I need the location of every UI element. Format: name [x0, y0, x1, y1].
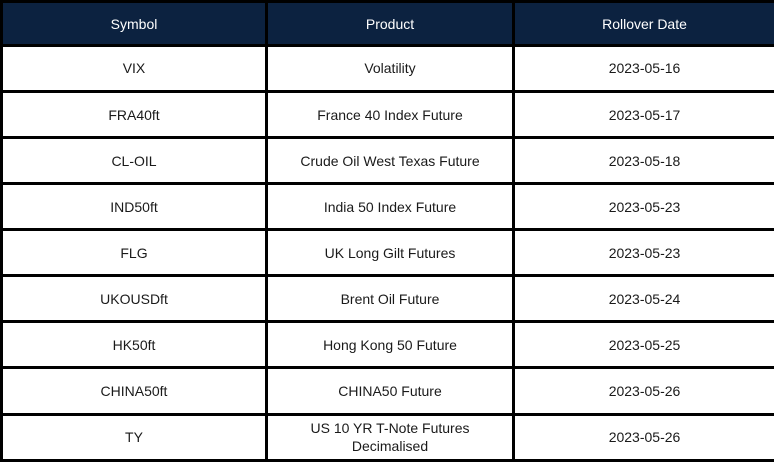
- product-cell: Crude Oil West Texas Future: [265, 136, 515, 186]
- symbol-cell: VIX: [0, 43, 268, 94]
- rollover-date-cell: 2023-05-25: [512, 320, 774, 370]
- symbol-cell: CHINA50ft: [0, 366, 268, 416]
- symbol-cell: UKOUSDft: [0, 274, 268, 324]
- product-cell: Brent Oil Future: [265, 274, 515, 324]
- product-cell: US 10 YR T-Note Futures Decimalised: [265, 412, 515, 462]
- symbol-cell: CL-OIL: [0, 136, 268, 186]
- symbol-cell: TY: [0, 412, 268, 462]
- product-cell: France 40 Index Future: [265, 90, 515, 140]
- table-header: Symbol Product Rollover Date: [0, 0, 774, 47]
- column-header-symbol: Symbol: [0, 0, 268, 47]
- rollover-date-cell: 2023-05-26: [512, 366, 774, 416]
- symbol-cell: HK50ft: [0, 320, 268, 370]
- table-row: TY US 10 YR T-Note Futures Decimalised 202…: [0, 412, 774, 462]
- table-header-row: Symbol Product Rollover Date: [0, 0, 774, 47]
- product-cell: UK Long Gilt Futures: [265, 228, 515, 278]
- product-cell: India 50 Index Future: [265, 182, 515, 232]
- table-row: VIX Volatility 2023-05-16: [0, 43, 774, 94]
- symbol-cell: FLG: [0, 228, 268, 278]
- table-row: UKOUSDft Brent Oil Future 2023-05-24: [0, 274, 774, 324]
- rollover-date-cell: 2023-05-26: [512, 412, 774, 462]
- table-body: VIX Volatility 2023-05-16 FRA40ft France 40 …: [0, 43, 774, 462]
- product-cell: Hong Kong 50 Future: [265, 320, 515, 370]
- table-row: CL-OIL Crude Oil West Texas Future 2023-05…: [0, 136, 774, 186]
- rollover-date-cell: 2023-05-23: [512, 228, 774, 278]
- rollover-date-cell: 2023-05-18: [512, 136, 774, 186]
- table-row: IND50ft India 50 Index Future 2023-05-23: [0, 182, 774, 232]
- column-header-product: Product: [265, 0, 515, 47]
- rollover-date-cell: 2023-05-24: [512, 274, 774, 324]
- table-row: FRA40ft France 40 Index Future 2023-05-17: [0, 90, 774, 140]
- rollover-date-cell: 2023-05-23: [512, 182, 774, 232]
- rollover-date-cell: 2023-05-16: [512, 43, 774, 94]
- rollover-date-cell: 2023-05-17: [512, 90, 774, 140]
- table-row: CHINA50ft CHINA50 Future 2023-05-26: [0, 366, 774, 416]
- symbol-cell: FRA40ft: [0, 90, 268, 140]
- column-header-rollover-date: Rollover Date: [512, 0, 774, 47]
- table-row: FLG UK Long Gilt Futures 2023-05-23: [0, 228, 774, 278]
- table-row: HK50ft Hong Kong 50 Future 2023-05-25: [0, 320, 774, 370]
- product-cell: CHINA50 Future: [265, 366, 515, 416]
- product-cell: Volatility: [265, 43, 515, 94]
- symbol-cell: IND50ft: [0, 182, 268, 232]
